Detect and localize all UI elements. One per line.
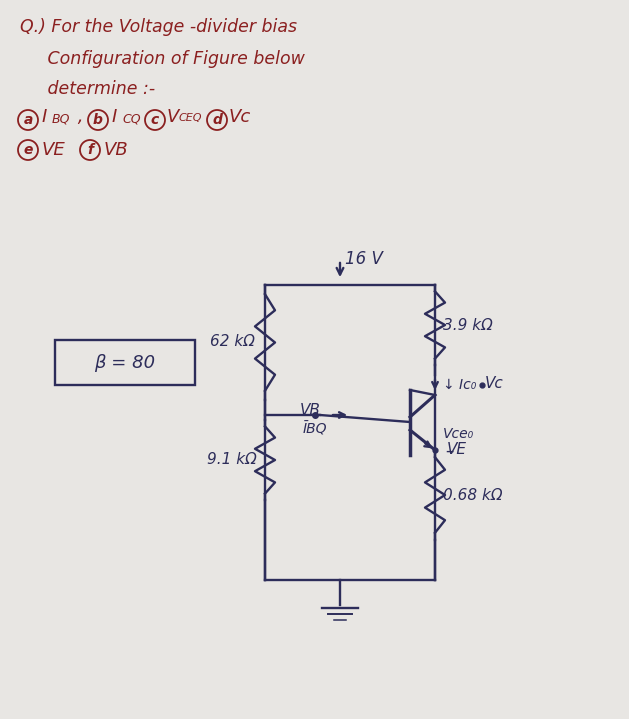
Text: BQ: BQ [52,113,70,126]
Text: 16 V: 16 V [345,250,383,268]
Text: 0.68 kΩ: 0.68 kΩ [443,487,503,503]
Text: β = 80: β = 80 [94,354,155,372]
Text: d: d [212,113,222,127]
Text: e: e [23,143,33,157]
Text: c: c [151,113,159,127]
Text: VE: VE [42,141,66,159]
Text: Configuration of Figure below: Configuration of Figure below [20,50,305,68]
Text: VE: VE [447,442,467,457]
Text: b: b [93,113,103,127]
Text: I: I [42,108,47,126]
Text: 9.1 kΩ: 9.1 kΩ [207,452,257,467]
Text: CQ: CQ [122,113,141,126]
Text: 62 kΩ: 62 kΩ [210,334,255,349]
Text: determine :-: determine :- [20,80,155,98]
Bar [55,340,195,385]
Text: Vce₀: Vce₀ [443,427,474,441]
Text: 3.9 kΩ: 3.9 kΩ [443,318,493,332]
Text: ĪBQ: ĪBQ [303,422,328,436]
Text: Vc: Vc [229,108,251,126]
Text: VB: VB [300,403,321,418]
Text: a: a [23,113,33,127]
Text: ↓ Ic₀: ↓ Ic₀ [443,378,476,392]
Text: f: f [87,143,93,157]
Text: Vc: Vc [485,375,504,390]
Text: V: V [167,108,179,126]
Text: Q.) For the Voltage -divider bias: Q.) For the Voltage -divider bias [20,18,297,36]
Text: ,: , [72,108,89,126]
Text: –: – [445,442,454,460]
Text: VB: VB [104,141,129,159]
Text: I: I [112,108,117,126]
Text: CEQ: CEQ [179,113,203,123]
